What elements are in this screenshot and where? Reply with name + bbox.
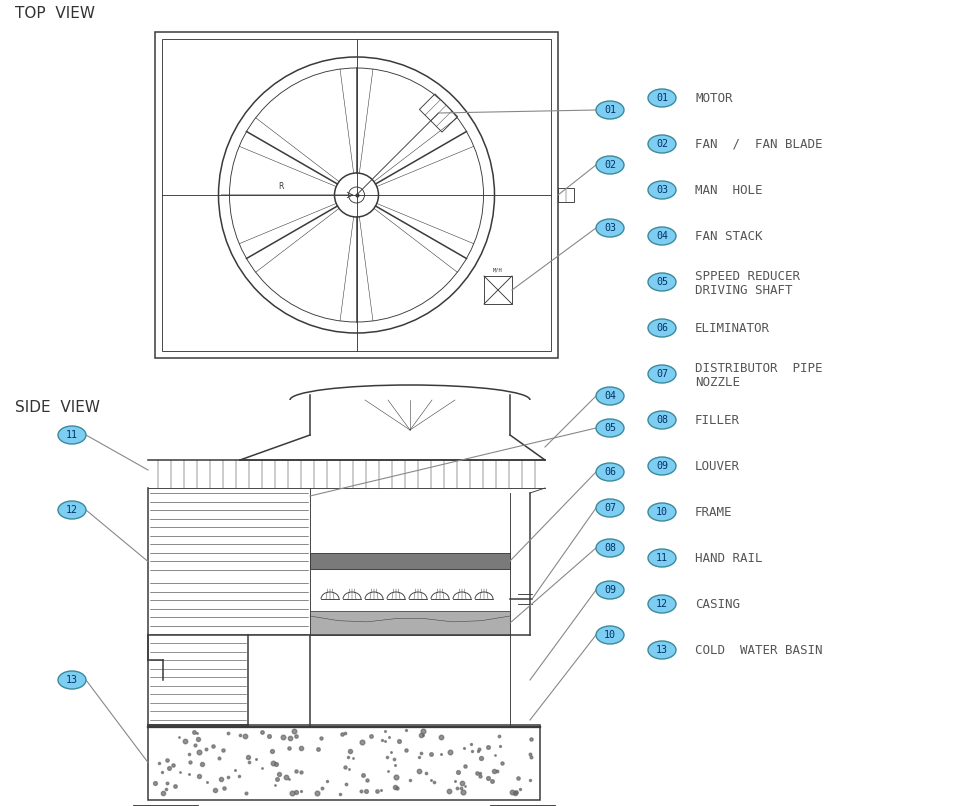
- Text: 01: 01: [604, 105, 616, 115]
- Text: SPPEED REDUCER: SPPEED REDUCER: [695, 269, 800, 282]
- Text: FILLER: FILLER: [695, 413, 740, 426]
- Ellipse shape: [58, 671, 86, 689]
- Text: COLD  WATER BASIN: COLD WATER BASIN: [695, 643, 822, 657]
- Text: 13: 13: [656, 645, 668, 655]
- Ellipse shape: [648, 135, 676, 153]
- Ellipse shape: [58, 501, 86, 519]
- Text: MAN  HOLE: MAN HOLE: [695, 184, 762, 197]
- Text: 07: 07: [604, 503, 616, 513]
- Text: ELIMINATOR: ELIMINATOR: [695, 322, 770, 334]
- Bar: [484, 276, 512, 304]
- Text: 02: 02: [656, 139, 668, 149]
- Ellipse shape: [596, 219, 624, 237]
- Ellipse shape: [648, 457, 676, 475]
- Text: R: R: [278, 182, 283, 191]
- Text: SIDE  VIEW: SIDE VIEW: [15, 401, 100, 416]
- Ellipse shape: [648, 411, 676, 429]
- Text: FAN  /  FAN BLADE: FAN / FAN BLADE: [695, 138, 822, 151]
- Ellipse shape: [596, 156, 624, 174]
- Ellipse shape: [596, 419, 624, 437]
- Ellipse shape: [596, 463, 624, 481]
- Bar: [310, 553, 510, 569]
- Ellipse shape: [648, 549, 676, 567]
- Text: 13: 13: [66, 675, 78, 685]
- Bar: [155, 32, 558, 358]
- Ellipse shape: [648, 503, 676, 521]
- Text: 04: 04: [604, 391, 616, 401]
- Text: TOP  VIEW: TOP VIEW: [15, 6, 95, 22]
- Text: 12: 12: [656, 599, 668, 609]
- Text: 12: 12: [66, 505, 78, 515]
- Text: 09: 09: [656, 461, 668, 471]
- Text: 08: 08: [604, 543, 616, 553]
- Text: NOZZLE: NOZZLE: [695, 376, 740, 389]
- Ellipse shape: [648, 181, 676, 199]
- Ellipse shape: [596, 581, 624, 599]
- Ellipse shape: [596, 539, 624, 557]
- Ellipse shape: [596, 499, 624, 517]
- Ellipse shape: [58, 426, 86, 444]
- Text: 06: 06: [604, 467, 616, 477]
- Text: 05: 05: [656, 277, 668, 287]
- Ellipse shape: [648, 273, 676, 291]
- Bar: [148, 725, 540, 800]
- Text: 07: 07: [656, 369, 668, 379]
- Bar: [310, 611, 510, 635]
- Text: 06: 06: [656, 323, 668, 333]
- Text: 11: 11: [656, 553, 668, 563]
- Ellipse shape: [596, 101, 624, 119]
- Text: 02: 02: [604, 160, 616, 170]
- Text: FAN STACK: FAN STACK: [695, 230, 762, 243]
- Text: 11: 11: [66, 430, 78, 440]
- Text: FRAME: FRAME: [695, 505, 732, 518]
- Text: M/H: M/H: [493, 267, 503, 272]
- Text: DISTRIBUTOR  PIPE: DISTRIBUTOR PIPE: [695, 362, 822, 375]
- Text: CASING: CASING: [695, 597, 740, 610]
- Ellipse shape: [648, 595, 676, 613]
- Text: 05: 05: [604, 423, 616, 433]
- Text: 10: 10: [604, 630, 616, 640]
- Text: 03: 03: [656, 185, 668, 195]
- Text: 10: 10: [656, 507, 668, 517]
- Text: 08: 08: [656, 415, 668, 425]
- Ellipse shape: [648, 319, 676, 337]
- Text: 09: 09: [604, 585, 616, 595]
- Ellipse shape: [648, 365, 676, 383]
- Text: DRIVING SHAFT: DRIVING SHAFT: [695, 285, 793, 297]
- Text: 01: 01: [656, 93, 668, 103]
- Text: LOUVER: LOUVER: [695, 459, 740, 472]
- Ellipse shape: [648, 641, 676, 659]
- Bar: [162, 39, 551, 351]
- Text: 04: 04: [656, 231, 668, 241]
- Ellipse shape: [596, 387, 624, 405]
- Bar: [558, 188, 574, 202]
- Ellipse shape: [648, 89, 676, 107]
- Text: HAND RAIL: HAND RAIL: [695, 551, 762, 564]
- Ellipse shape: [596, 626, 624, 644]
- Ellipse shape: [648, 227, 676, 245]
- Text: MOTOR: MOTOR: [695, 92, 732, 105]
- Text: 03: 03: [604, 223, 616, 233]
